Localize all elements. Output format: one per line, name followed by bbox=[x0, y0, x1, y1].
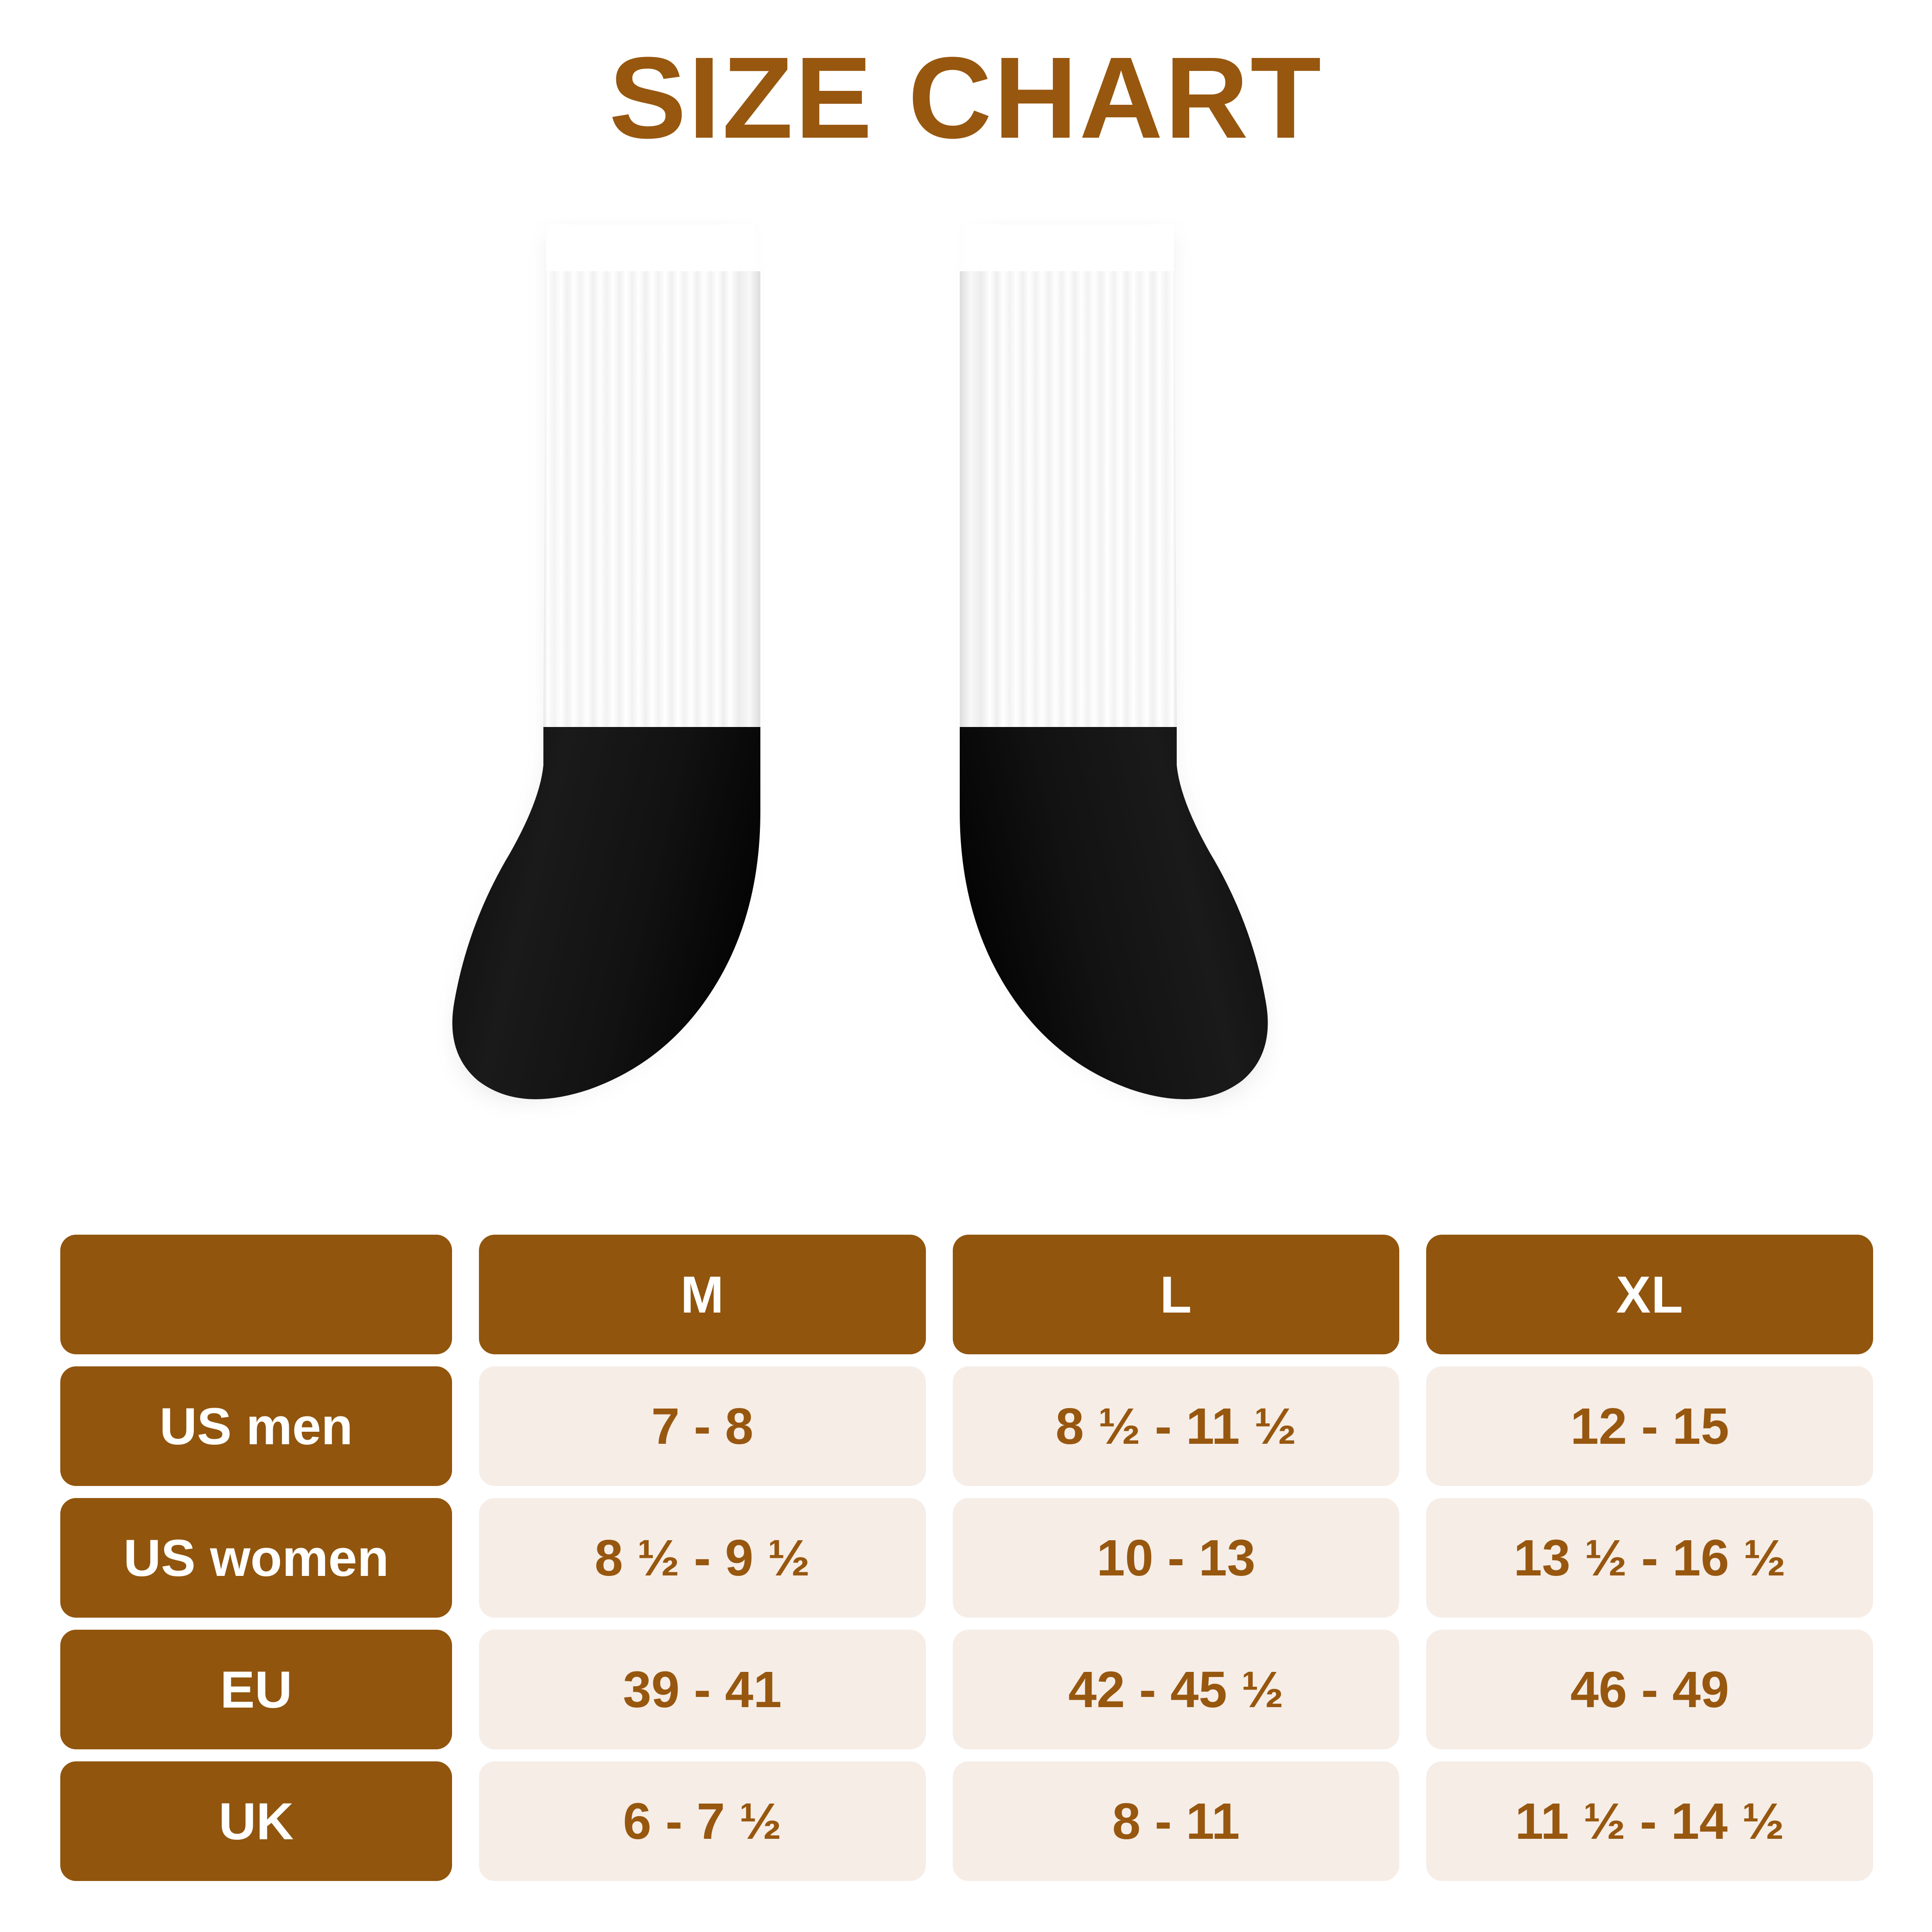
cell-eu-m: 39 - 41 bbox=[479, 1630, 926, 1749]
header-label-m: M bbox=[680, 1265, 724, 1324]
cell-us-men-xl: 12 - 15 bbox=[1426, 1366, 1874, 1486]
cell-value: 39 - 41 bbox=[623, 1661, 782, 1718]
row-label-text: UK bbox=[218, 1792, 294, 1850]
row-label-eu: EU bbox=[60, 1630, 452, 1749]
row-label-us-women: US women bbox=[60, 1498, 452, 1618]
sock-right bbox=[802, 218, 1284, 1154]
row-label-us-men: US men bbox=[60, 1366, 452, 1486]
page-title: SIZE CHART bbox=[609, 33, 1323, 162]
table-row: EU 39 - 41 42 - 45 ½ 46 - 49 bbox=[60, 1630, 1874, 1749]
cell-value: 8 ½ - 9 ½ bbox=[594, 1529, 810, 1587]
sock-cuff bbox=[543, 224, 760, 727]
table-row: UK 6 - 7 ½ 8 - 11 11 ½ - 14 ½ bbox=[60, 1761, 1874, 1881]
table-header-row: M L XL bbox=[60, 1235, 1874, 1354]
cell-value: 42 - 45 ½ bbox=[1068, 1661, 1284, 1718]
row-label-text: US men bbox=[159, 1397, 353, 1455]
row-label-uk: UK bbox=[60, 1761, 452, 1881]
header-label-l: L bbox=[1160, 1265, 1192, 1324]
header-cell-xl: XL bbox=[1426, 1235, 1874, 1354]
cell-value: 8 ½ - 11 ½ bbox=[1055, 1397, 1297, 1455]
cell-uk-m: 6 - 7 ½ bbox=[479, 1761, 926, 1881]
table-row: US men 7 - 8 8 ½ - 11 ½ 12 - 15 bbox=[60, 1366, 1874, 1486]
header-cell-m: M bbox=[479, 1235, 926, 1354]
sock-cuff bbox=[960, 224, 1177, 727]
row-label-text: EU bbox=[220, 1660, 293, 1719]
sock-left bbox=[436, 218, 918, 1154]
row-label-text: US women bbox=[123, 1529, 389, 1587]
size-chart-table: M L XL US men 7 - 8 8 ½ - 11 ½ 12 - 15 bbox=[60, 1235, 1874, 1881]
cell-value: 6 - 7 ½ bbox=[623, 1792, 782, 1850]
cell-eu-xl: 46 - 49 bbox=[1426, 1630, 1874, 1749]
header-cell-l: L bbox=[952, 1235, 1400, 1354]
cell-eu-l: 42 - 45 ½ bbox=[952, 1630, 1400, 1749]
cell-us-women-m: 8 ½ - 9 ½ bbox=[479, 1498, 926, 1618]
cell-us-women-xl: 13 ½ - 16 ½ bbox=[1426, 1498, 1874, 1618]
table-row: US women 8 ½ - 9 ½ 10 - 13 13 ½ - 16 ½ bbox=[60, 1498, 1874, 1618]
cell-value: 12 - 15 bbox=[1570, 1397, 1729, 1455]
sock-foot bbox=[452, 723, 760, 1099]
sock-foot bbox=[960, 723, 1268, 1099]
cell-uk-xl: 11 ½ - 14 ½ bbox=[1426, 1761, 1874, 1881]
cell-value: 8 - 11 bbox=[1112, 1792, 1240, 1850]
header-label-xl: XL bbox=[1616, 1265, 1683, 1324]
cell-us-men-l: 8 ½ - 11 ½ bbox=[952, 1366, 1400, 1486]
product-image-socks-pair bbox=[436, 218, 1498, 1173]
cell-us-men-m: 7 - 8 bbox=[479, 1366, 926, 1486]
cell-value: 46 - 49 bbox=[1570, 1661, 1729, 1718]
cell-us-women-l: 10 - 13 bbox=[952, 1498, 1400, 1618]
cell-uk-l: 8 - 11 bbox=[952, 1761, 1400, 1881]
header-cell-blank bbox=[60, 1235, 452, 1354]
cell-value: 7 - 8 bbox=[651, 1397, 753, 1455]
cell-value: 10 - 13 bbox=[1097, 1529, 1256, 1587]
cell-value: 11 ½ - 14 ½ bbox=[1515, 1792, 1785, 1850]
cell-value: 13 ½ - 16 ½ bbox=[1513, 1529, 1786, 1587]
